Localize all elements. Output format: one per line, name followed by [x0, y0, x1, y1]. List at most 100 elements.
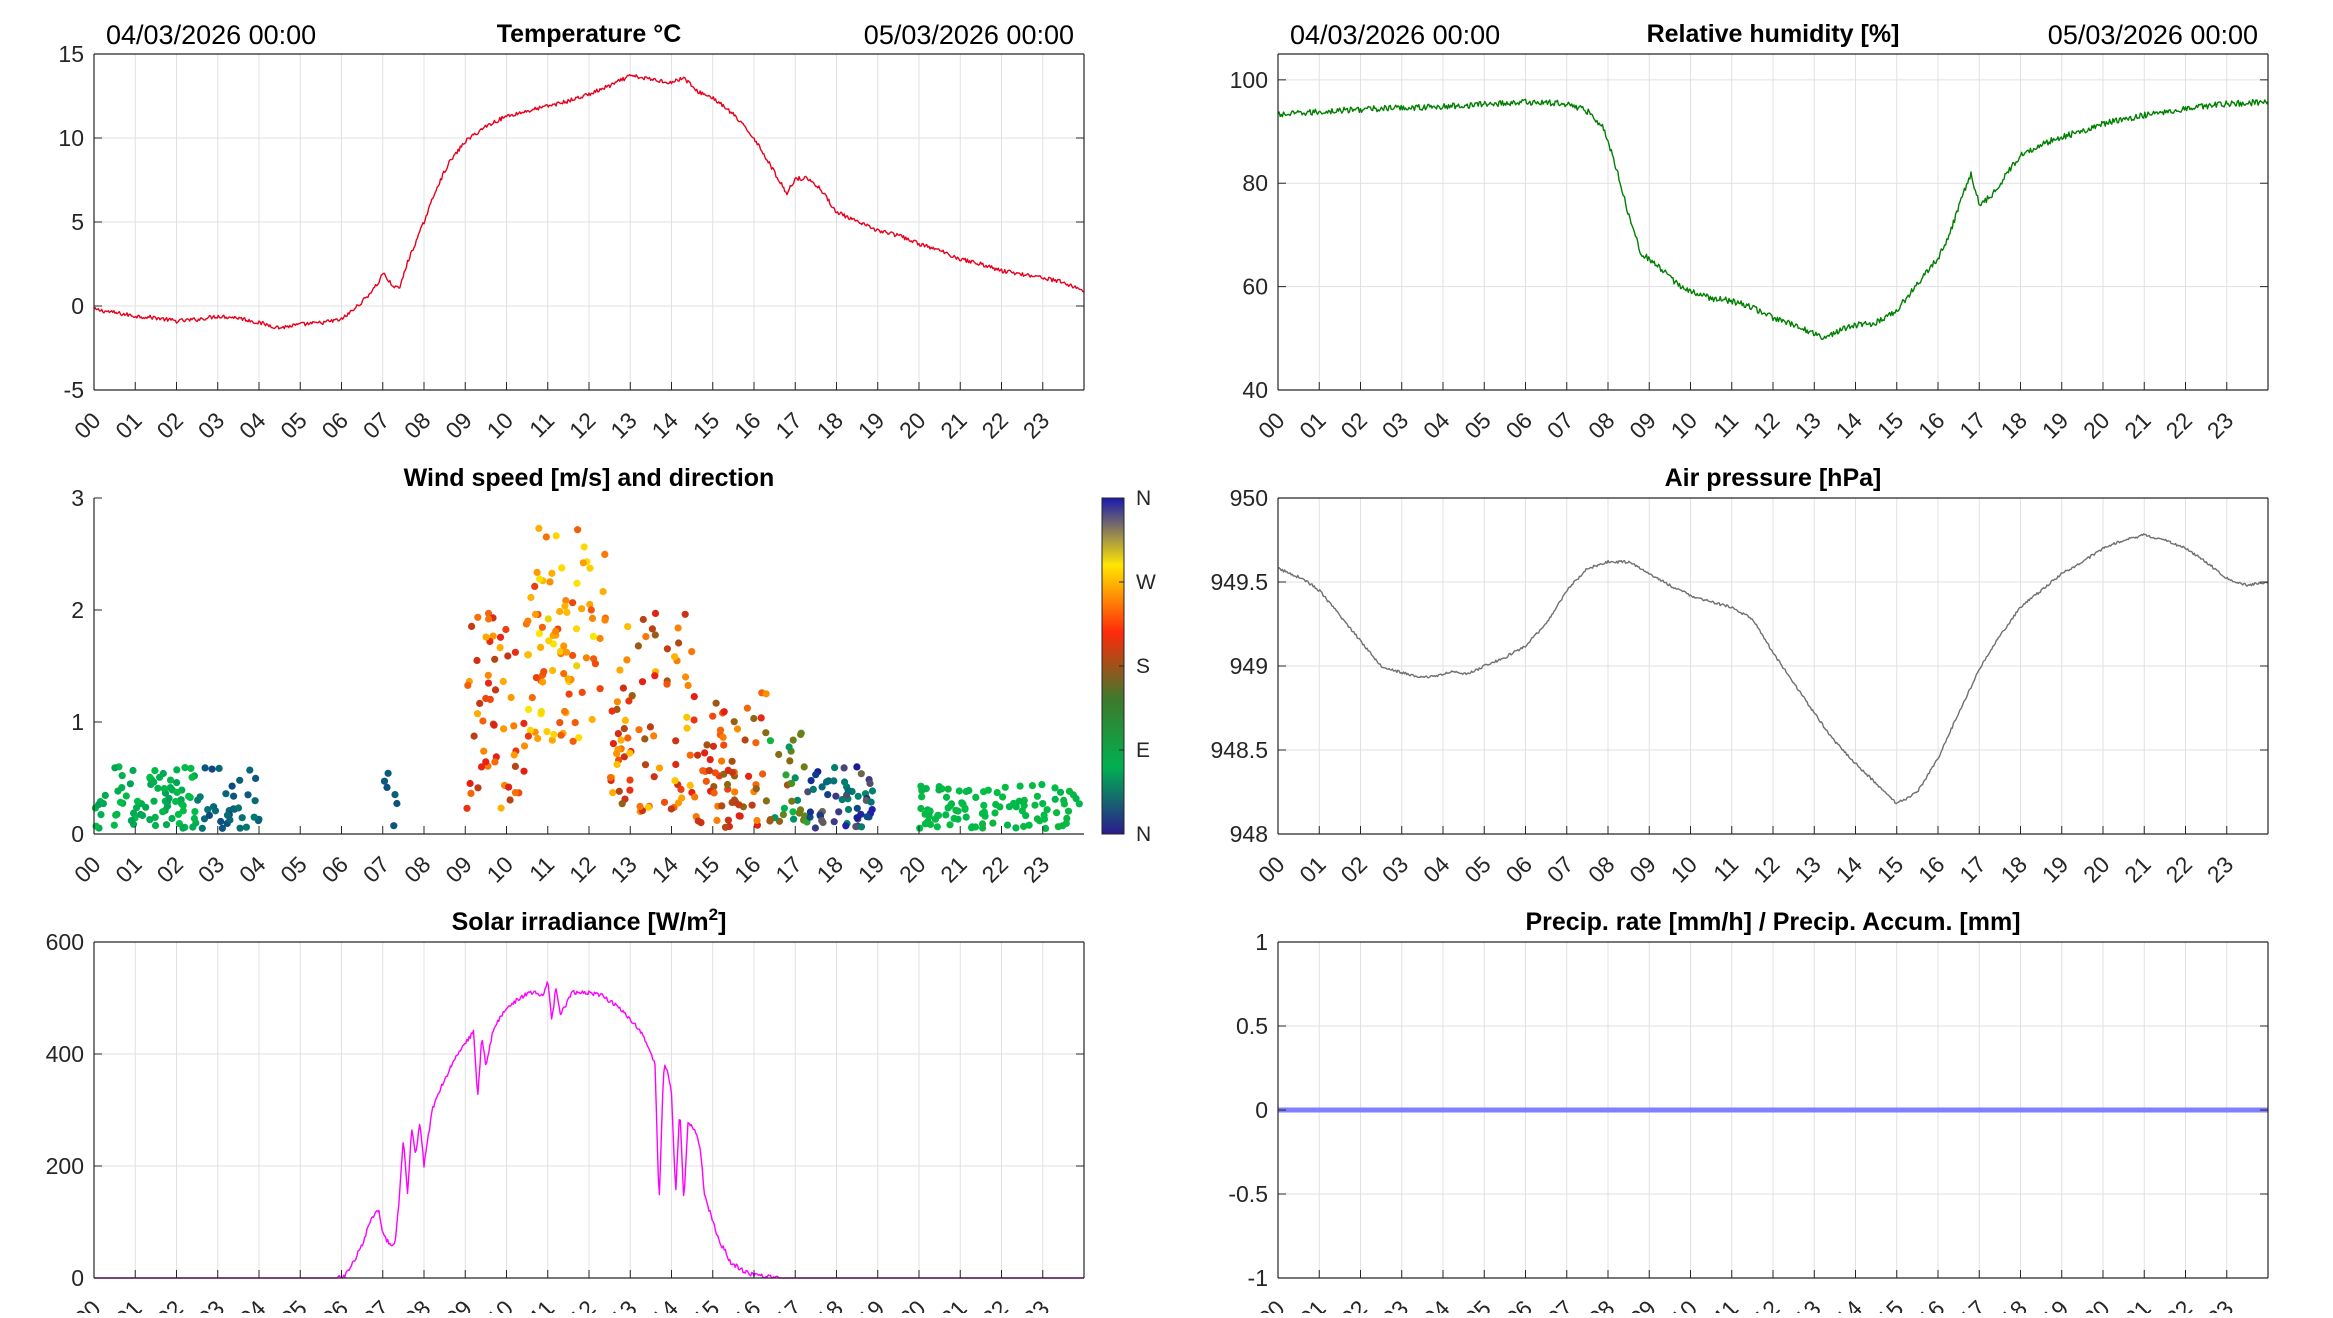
x-tick-label: 22: [2161, 407, 2197, 443]
wind-point: [830, 777, 838, 785]
wind-point: [150, 797, 158, 805]
wind-point: [190, 814, 198, 823]
x-tick-label: 00: [1253, 1295, 1289, 1313]
wind-point: [731, 788, 739, 796]
wind-point: [538, 623, 547, 631]
wind-point: [97, 811, 105, 819]
wind-point: [482, 633, 490, 641]
wind-point: [832, 792, 840, 800]
wind-point: [663, 680, 671, 688]
x-tick-label: 10: [482, 851, 518, 887]
wind-point: [218, 824, 226, 832]
x-tick-label: 03: [193, 851, 229, 887]
wind-point: [991, 809, 999, 817]
y-tick-label: -1: [1248, 1265, 1268, 1291]
x-tick-label: 02: [152, 407, 188, 443]
wind-point: [482, 758, 490, 766]
x-tick-label: 18: [1996, 407, 2032, 443]
wind-point: [667, 805, 675, 813]
wind-point: [236, 824, 244, 832]
wind-point: [556, 607, 564, 616]
colorbar-tick-label: S: [1136, 655, 1150, 678]
wind-point: [556, 647, 565, 656]
wind-point: [804, 788, 812, 796]
wind-point: [723, 780, 732, 789]
wind-point: [857, 770, 865, 778]
wind-point: [596, 634, 604, 643]
wind-point: [782, 771, 790, 779]
wind-point: [552, 627, 560, 635]
x-tick-label: 20: [2078, 851, 2114, 887]
wind-point: [674, 799, 683, 807]
wind-point: [926, 808, 934, 816]
wind-point: [205, 811, 213, 820]
wind-point: [766, 816, 775, 824]
x-tick-label: 20: [2078, 1295, 2114, 1313]
wind-point: [528, 694, 536, 702]
wind-point: [138, 811, 147, 820]
wind-point: [965, 786, 973, 795]
wind-point: [835, 808, 843, 816]
x-tick-label: 21: [935, 407, 971, 443]
wind-point: [1020, 796, 1028, 805]
x-tick-label: 10: [1666, 1295, 1702, 1313]
wind-point: [993, 789, 1001, 797]
x-tick-label: 20: [2078, 407, 2114, 443]
wind-point: [1022, 812, 1030, 820]
wind-point: [111, 764, 119, 772]
x-tick-label: 19: [2037, 1295, 2073, 1313]
wind-point: [942, 793, 951, 801]
x-tick-label: 16: [729, 851, 765, 887]
x-tick-label: 18: [812, 851, 848, 887]
wind-point: [800, 763, 808, 771]
x-tick-label: 15: [1872, 407, 1908, 443]
wind-point: [491, 758, 499, 766]
wind-point: [807, 777, 815, 785]
wind-point: [533, 568, 541, 577]
wind-point: [791, 774, 799, 782]
wind-point: [467, 789, 475, 798]
wind-point: [626, 749, 634, 757]
wind-point: [728, 769, 737, 777]
wind-point: [1020, 822, 1028, 831]
wind-point: [473, 710, 482, 718]
wind-point: [201, 764, 209, 772]
wind-point: [857, 823, 866, 831]
x-tick-label: 19: [2037, 851, 2073, 887]
wind-point: [485, 609, 493, 618]
x-tick-label: 21: [2119, 851, 2155, 887]
wind-point: [1003, 821, 1012, 829]
x-tick-label: 13: [1789, 407, 1825, 443]
wind-point: [484, 679, 493, 687]
wind-point: [1012, 824, 1020, 832]
x-tick-label: 21: [2119, 1295, 2155, 1313]
x-tick-label: 22: [977, 407, 1013, 443]
x-tick-label: 04: [234, 851, 271, 888]
x-tick-label: 05: [1459, 407, 1495, 443]
x-tick-label: 17: [770, 1295, 806, 1313]
wind-point: [617, 736, 625, 744]
wind-point: [735, 812, 743, 820]
y-tick-label: -0.5: [1228, 1181, 1268, 1207]
wind-point: [720, 708, 728, 716]
x-tick-label: 16: [1913, 1295, 1949, 1313]
chart-title: Air pressure [hPa]: [1665, 464, 1882, 492]
y-tick-label: 0: [71, 1265, 84, 1291]
x-tick-label: 11: [524, 1295, 559, 1313]
wind-point: [620, 753, 629, 761]
wind-point: [716, 726, 725, 734]
wind-point: [187, 764, 195, 773]
x-tick-label: 14: [1831, 1295, 1868, 1313]
wind-point: [946, 821, 954, 829]
wind-point: [569, 651, 577, 660]
wind-point: [1072, 795, 1080, 803]
wind-point: [491, 655, 499, 663]
wind-point: [980, 788, 988, 796]
x-tick-label: 04: [234, 1295, 271, 1313]
x-tick-label: 10: [1666, 407, 1702, 443]
wind-point: [151, 813, 159, 822]
wind-point: [215, 764, 223, 773]
x-tick-label: 13: [605, 407, 641, 443]
